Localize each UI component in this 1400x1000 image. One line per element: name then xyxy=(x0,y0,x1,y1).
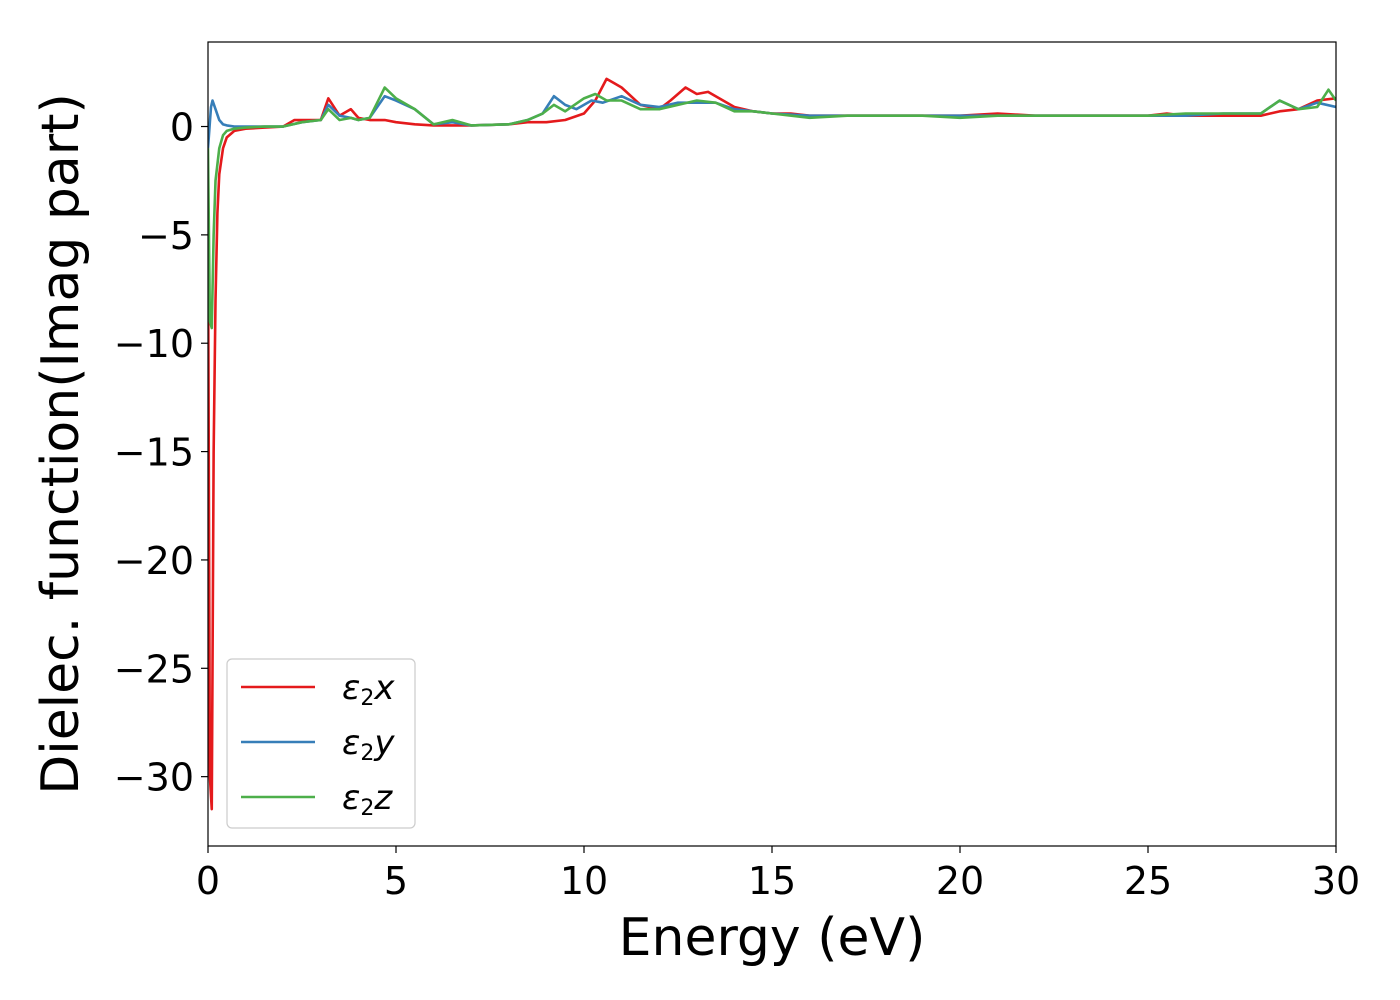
y-tick-label: 0 xyxy=(170,106,194,150)
y-tick-label: −5 xyxy=(138,214,194,258)
y-tick-label: −25 xyxy=(114,647,194,691)
legend: ε2x ε2y ε2z xyxy=(226,658,416,829)
legend-label-x: ε2x xyxy=(342,668,395,711)
y-axis-label: Dielec. function(Imag part) xyxy=(31,93,91,795)
x-tick-label: 5 xyxy=(384,859,408,903)
x-tick-label: 20 xyxy=(936,859,984,903)
x-axis-label: Energy (eV) xyxy=(619,908,926,968)
legend-box xyxy=(226,658,416,829)
x-tick-label: 30 xyxy=(1312,859,1360,903)
y-tick-label: −20 xyxy=(114,539,194,583)
y-tick-label: −30 xyxy=(114,756,194,800)
legend-label-y: ε2y xyxy=(342,723,395,766)
legend-label-z: ε2z xyxy=(342,778,393,821)
y-tick-label: −15 xyxy=(114,431,194,475)
series-line-z xyxy=(208,86,1336,330)
x-tick-label: 25 xyxy=(1124,859,1172,903)
x-tick-label: 0 xyxy=(196,859,220,903)
ticks-layer: 0 5 10 15 20 25 30 0 −5 −10 −15 −20 −25 −30 xyxy=(114,106,1360,903)
y-tick-label: −10 xyxy=(114,322,194,366)
x-tick-label: 10 xyxy=(560,859,608,903)
x-tick-label: 15 xyxy=(748,859,796,903)
series-layer xyxy=(208,77,1336,811)
